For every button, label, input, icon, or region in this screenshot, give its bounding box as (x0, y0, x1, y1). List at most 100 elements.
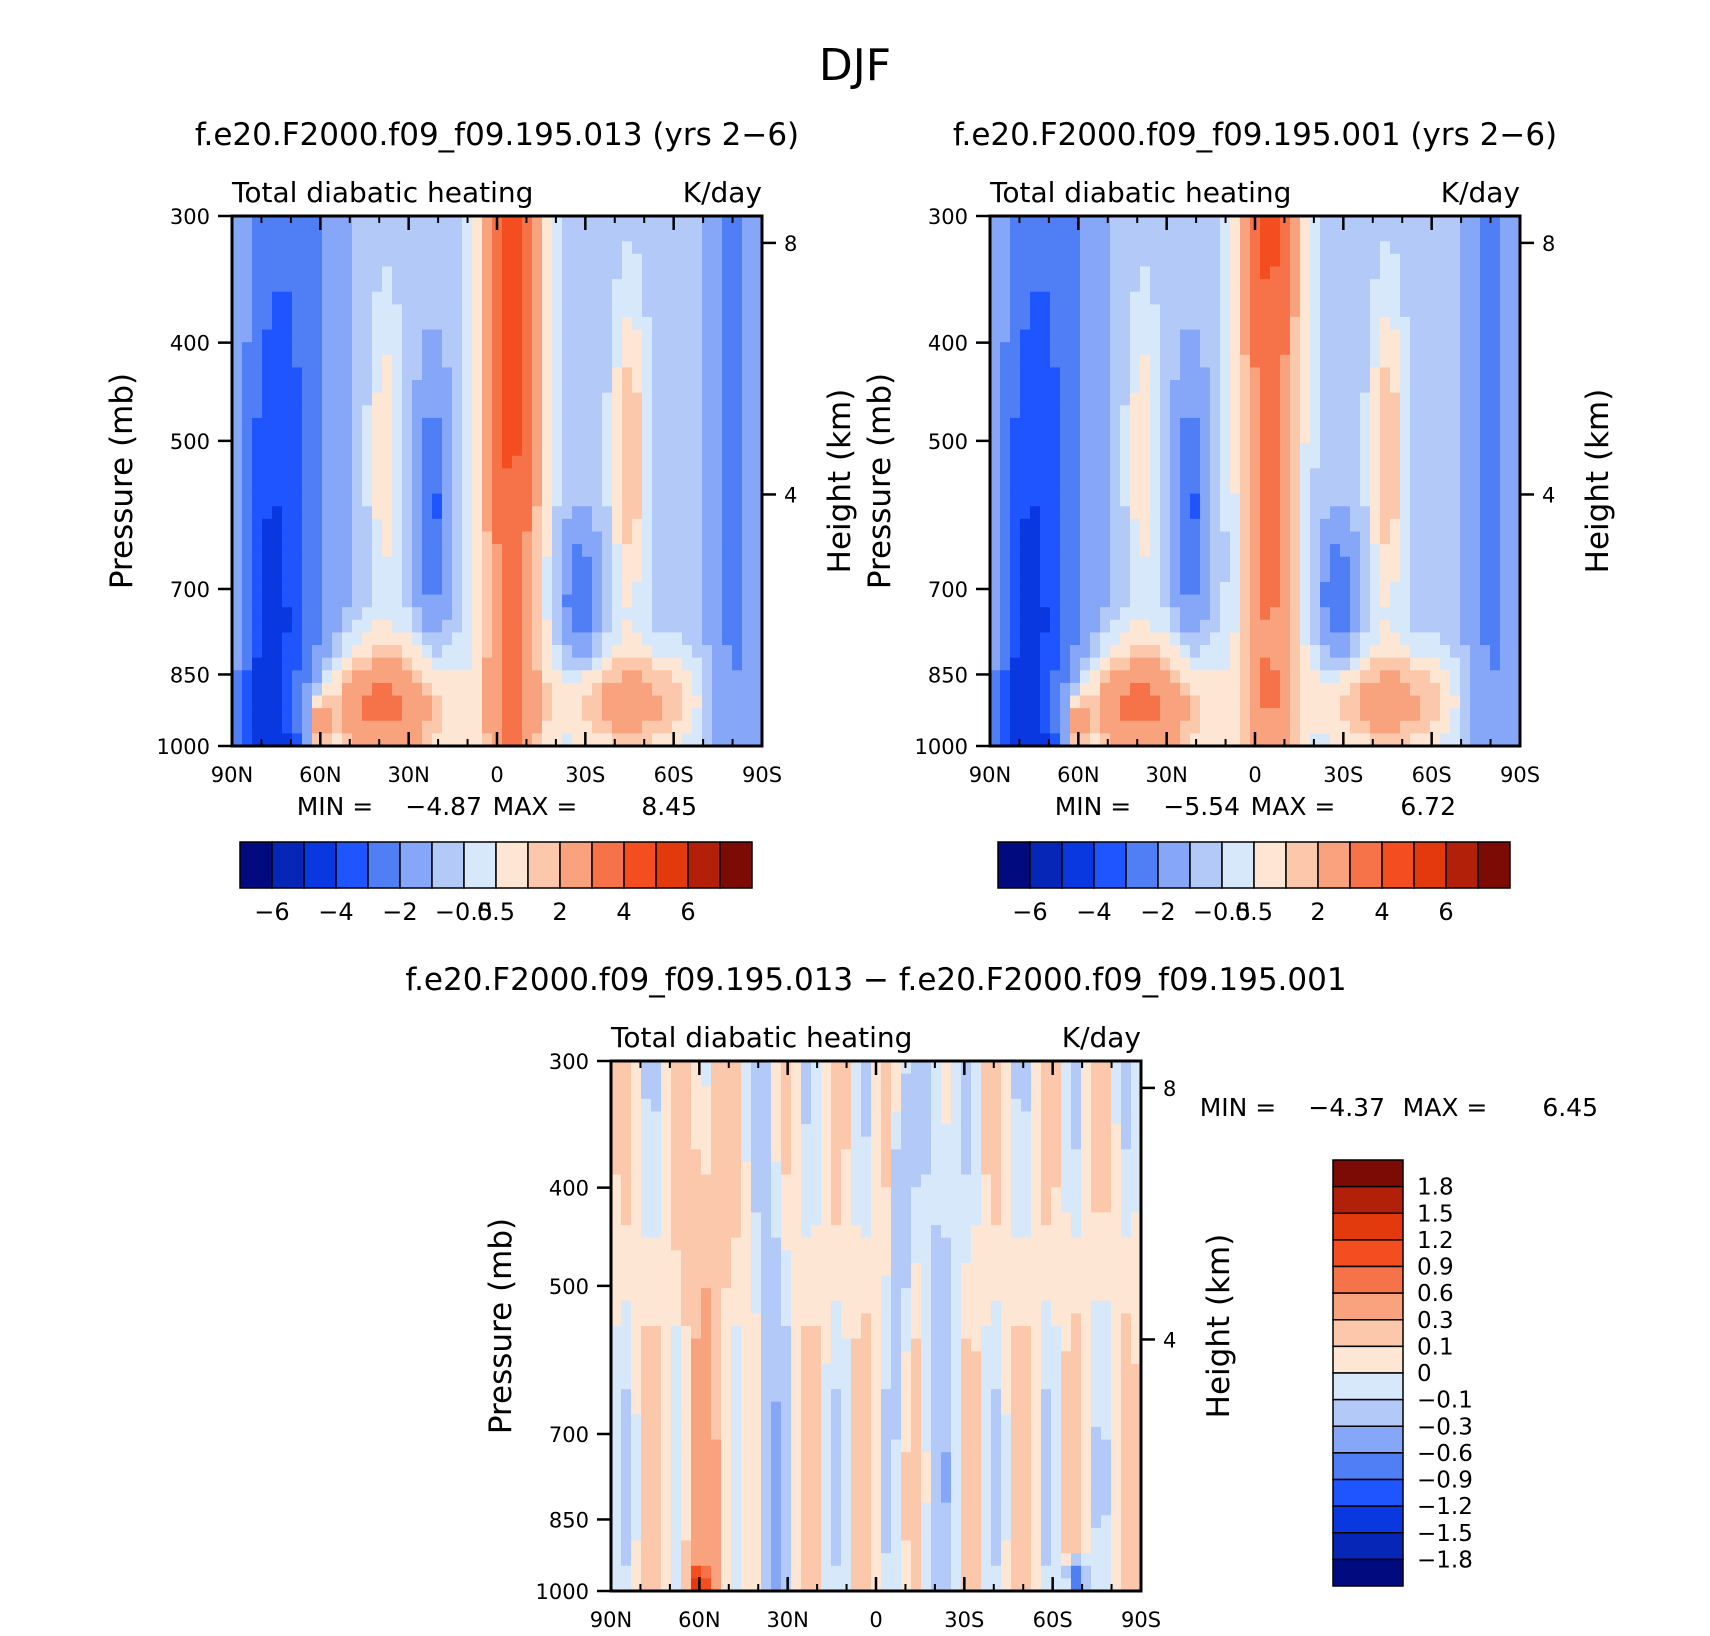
field-cell (1250, 392, 1261, 406)
field-cell (242, 392, 253, 406)
field-cell (412, 493, 423, 507)
field-cell (1330, 518, 1341, 533)
field-cell (562, 481, 573, 495)
field-cell (522, 367, 533, 381)
field-cell (1510, 708, 1521, 722)
field-cell (572, 279, 583, 293)
field-cell (1240, 329, 1251, 343)
x-tick-label: 60N (1057, 763, 1099, 787)
field-cell (1260, 531, 1271, 545)
field-cell (462, 619, 473, 634)
field-cell (732, 304, 743, 318)
field-cell (1300, 228, 1311, 242)
field-cell (1220, 455, 1231, 469)
field-cell (1070, 380, 1081, 394)
field-cell (502, 493, 513, 507)
field-cell (1160, 531, 1171, 545)
field-cell (1350, 518, 1361, 533)
field-cell (641, 1502, 652, 1516)
field-cell (522, 506, 533, 520)
field-cell (392, 417, 403, 432)
field-cell (342, 481, 353, 495)
field-cell (462, 405, 473, 419)
field-cell (472, 468, 483, 482)
field-cell (362, 670, 373, 684)
field-cell (1200, 493, 1211, 507)
field-cell (432, 304, 443, 318)
field-cell (402, 380, 413, 394)
field-cell (432, 594, 443, 608)
field-cell (1300, 556, 1311, 570)
field-cell (621, 1124, 632, 1138)
field-cell (1170, 682, 1181, 697)
field-cell (722, 594, 733, 608)
field-cell (292, 430, 303, 444)
field-cell (272, 556, 283, 570)
field-cell (1110, 241, 1121, 255)
field-cell (1270, 417, 1281, 432)
field-cell (1120, 241, 1131, 255)
field-cell (1390, 493, 1401, 507)
field-cell (362, 720, 373, 734)
field-cell (631, 1086, 642, 1100)
field-cell (621, 1300, 632, 1314)
field-cell (1080, 266, 1091, 280)
field-cell (1180, 708, 1191, 722)
field-cell (532, 304, 543, 318)
field-cell (1180, 481, 1191, 495)
field-cell (1090, 481, 1101, 495)
field-cell (412, 708, 423, 722)
field-cell (651, 1313, 662, 1327)
field-cell (1260, 581, 1271, 596)
field-cell (1490, 733, 1501, 747)
field-cell (242, 720, 253, 734)
field-cell (572, 632, 583, 646)
field-cell (1010, 682, 1021, 697)
colorbar-swatch (527, 841, 561, 889)
field-cell (1260, 619, 1271, 634)
field-cell (1510, 405, 1521, 419)
field-cell (1450, 695, 1461, 709)
field-cell (1060, 493, 1071, 507)
field-cell (602, 720, 613, 734)
field-cell (1510, 632, 1521, 646)
field-cell (641, 1174, 652, 1188)
field-cell (662, 506, 673, 520)
field-cell (432, 241, 443, 255)
field-cell (602, 417, 613, 432)
field-cell (1410, 417, 1421, 432)
field-cell (472, 392, 483, 406)
field-cell (1050, 266, 1061, 280)
field-cell (1210, 695, 1221, 709)
field-cell (682, 354, 693, 369)
field-cell (252, 443, 263, 457)
field-cell (722, 443, 733, 457)
field-cell (1440, 455, 1451, 469)
field-cell (1160, 329, 1171, 343)
field-cell (302, 733, 313, 747)
field-cell (732, 417, 743, 432)
field-cell (612, 607, 623, 621)
field-cell (492, 430, 503, 444)
field-cell (572, 619, 583, 634)
field-cell (1210, 569, 1221, 583)
field-cell (722, 708, 733, 722)
field-cell (1040, 443, 1051, 457)
field-cell (1190, 291, 1201, 305)
field-cell (1050, 531, 1061, 545)
field-cell (1180, 279, 1191, 293)
field-cell (691, 1124, 702, 1138)
field-cell (1480, 392, 1491, 406)
colorbar-swatch (1125, 841, 1159, 889)
field-cell (1340, 481, 1351, 495)
field-cell (1280, 695, 1291, 709)
field-cell (572, 682, 583, 697)
field-cell (642, 291, 653, 305)
field-cell (422, 392, 433, 406)
field-cell (1200, 695, 1211, 709)
field-cell (282, 632, 293, 646)
field-cell (392, 556, 403, 570)
field-cell (1350, 695, 1361, 709)
field-cell (1470, 291, 1481, 305)
field-cell (712, 506, 723, 520)
